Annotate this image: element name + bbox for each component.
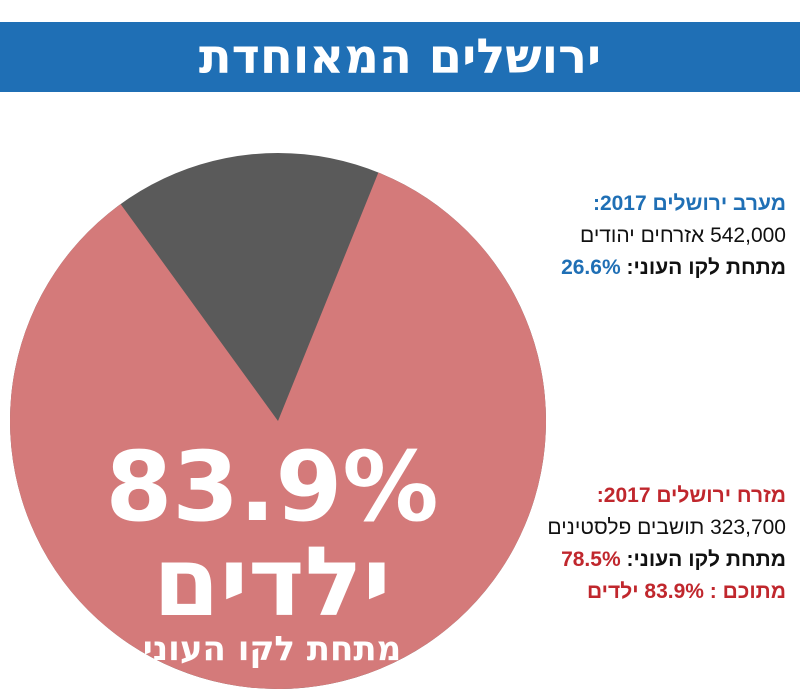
pie-slice	[10, 172, 547, 690]
title-bar: ירושלים המאוחדת	[0, 22, 800, 92]
west-panel: מערב ירושלים 2017: 542,000 אזרחים יהודים…	[486, 188, 786, 284]
poverty-value: 26.6%	[561, 256, 621, 279]
title: ירושלים המאוחדת	[198, 29, 602, 85]
panel-heading: מזרח ירושלים 2017:	[596, 484, 786, 507]
poverty-label: מתחת לקו העוני:	[626, 256, 786, 279]
east-panel: מזרח ירושלים 2017: 323,700 תושבים פלסטינ…	[486, 480, 786, 608]
poverty-label: מתחת לקו העוני:	[626, 548, 786, 571]
panel-population: 323,700 תושבים פלסטינים	[547, 516, 786, 539]
panel-population: 542,000 אזרחים יהודים	[580, 224, 786, 247]
panel-heading: מערב ירושלים 2017:	[592, 192, 786, 215]
pie-value-label: 83.9%	[105, 431, 438, 543]
pie-annotation: מתחת לקו העוני	[143, 629, 401, 669]
panel-children: מתוכם : 83.9% ילדים	[586, 580, 786, 603]
pie-annotation: ילדים	[153, 526, 391, 638]
poverty-value: 78.5%	[561, 548, 621, 571]
